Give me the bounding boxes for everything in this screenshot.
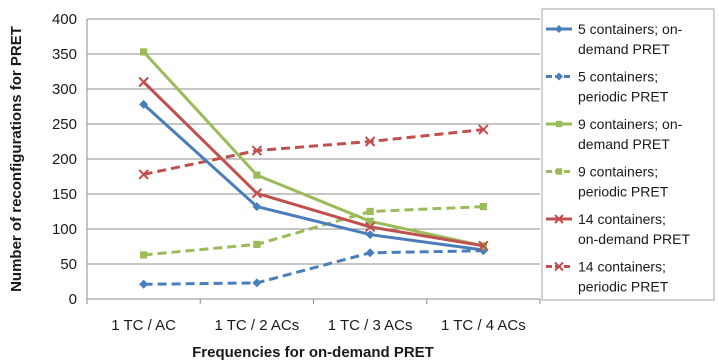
square-marker (555, 168, 563, 175)
legend-label: 5 containers; on- (578, 21, 683, 37)
y-tick-label: 300 (52, 81, 77, 98)
legend-entry: 5 containers; periodic PRET (546, 69, 669, 105)
series-5 (138, 76, 489, 252)
x-marker-stroke (478, 124, 489, 135)
x-marker-stroke (554, 214, 564, 224)
legend-entry: 14 containers; on-demand PRET (546, 211, 691, 247)
series-line (143, 249, 484, 286)
legend-entry: 5 containers; on-demand PRET (546, 21, 683, 57)
legend-label: demand PRET (578, 136, 670, 152)
square-marker (253, 171, 261, 179)
series-line (142, 103, 484, 252)
y-tick-label: 150 (52, 186, 77, 203)
series-line (142, 80, 484, 248)
legend-label: 14 containers; (578, 211, 666, 227)
y-tick-label: 100 (52, 221, 77, 238)
diamond-marker (555, 72, 563, 81)
square-marker (479, 203, 487, 211)
series-line (143, 128, 484, 176)
y-tick-label: 250 (52, 116, 77, 133)
y-tick-label: 400 (52, 11, 77, 28)
x-marker-stroke (554, 261, 564, 272)
series-6 (138, 124, 489, 180)
legend-entry: 14 containers; periodic PRET (546, 259, 669, 295)
x-marker (478, 240, 489, 252)
x-marker-stroke (364, 221, 376, 233)
square-marker (366, 217, 374, 225)
legend-entry: 9 containers; on-demand PRET (546, 116, 683, 152)
x-marker (138, 169, 149, 180)
square-marker (140, 48, 148, 56)
legend-label: periodic PRET (578, 89, 669, 105)
y-tick-label: 0 (69, 291, 77, 308)
x-marker (478, 124, 489, 135)
x-marker-stroke (478, 240, 489, 252)
x-marker (554, 214, 564, 224)
legend-label: demand PRET (578, 41, 670, 57)
x-marker-stroke (251, 145, 263, 156)
legend-label: 14 containers; (578, 259, 666, 275)
series-line (142, 50, 484, 248)
x-marker (138, 76, 149, 88)
x-axis-title: Frequencies for on-demand PRET (192, 344, 434, 361)
legend-label: on-demand PRET (578, 231, 691, 247)
x-marker (364, 221, 376, 233)
x-marker (251, 145, 263, 156)
diamond-marker (252, 278, 262, 288)
diamond-marker (365, 248, 375, 258)
x-tick-label: 1 TC / AC (111, 317, 176, 334)
square-marker (555, 120, 563, 128)
diamond-marker (139, 99, 149, 109)
y-tick-label: 50 (60, 256, 77, 273)
legend-label: periodic PRET (578, 279, 669, 295)
series-2 (139, 246, 488, 289)
y-tick-label: 200 (52, 151, 77, 168)
diamond-marker (139, 279, 149, 289)
x-tick-label: 1 TC / 2 ACs (214, 317, 299, 334)
x-marker-stroke (138, 76, 149, 88)
x-marker-stroke (251, 188, 263, 199)
square-marker (253, 240, 261, 248)
square-marker (366, 207, 374, 216)
plot-series (138, 48, 489, 289)
legend-label: 9 containers; (578, 164, 658, 180)
x-marker (554, 261, 564, 272)
legend-entry: 9 containers; periodic PRET (546, 164, 669, 200)
x-tick-label: 1 TC / 3 ACs (328, 317, 413, 334)
x-marker (251, 188, 263, 199)
legend-label: periodic PRET (578, 184, 669, 200)
series-4 (140, 203, 487, 259)
x-marker-stroke (364, 136, 376, 147)
x-marker-stroke (138, 169, 149, 180)
gridlines (87, 18, 540, 265)
x-marker (364, 136, 376, 147)
diamond-marker (555, 25, 563, 33)
series-1 (139, 99, 488, 255)
legend-label: 5 containers; (578, 69, 658, 85)
legend-box (541, 8, 715, 301)
diamond-marker (365, 230, 375, 240)
series-line (143, 205, 484, 257)
square-marker (140, 251, 148, 259)
legend-label: 9 containers; on- (578, 116, 683, 132)
x-tick-label: 1 TC / 4 ACs (441, 317, 526, 334)
y-axis-title: Number of reconfigurations for PRET (8, 26, 25, 292)
axes: 0 50 100 150 200 250 300 350 400 1 TC / AC 1 TC / … (52, 11, 541, 334)
diamond-marker (252, 202, 262, 212)
y-tick-label: 350 (52, 46, 77, 63)
